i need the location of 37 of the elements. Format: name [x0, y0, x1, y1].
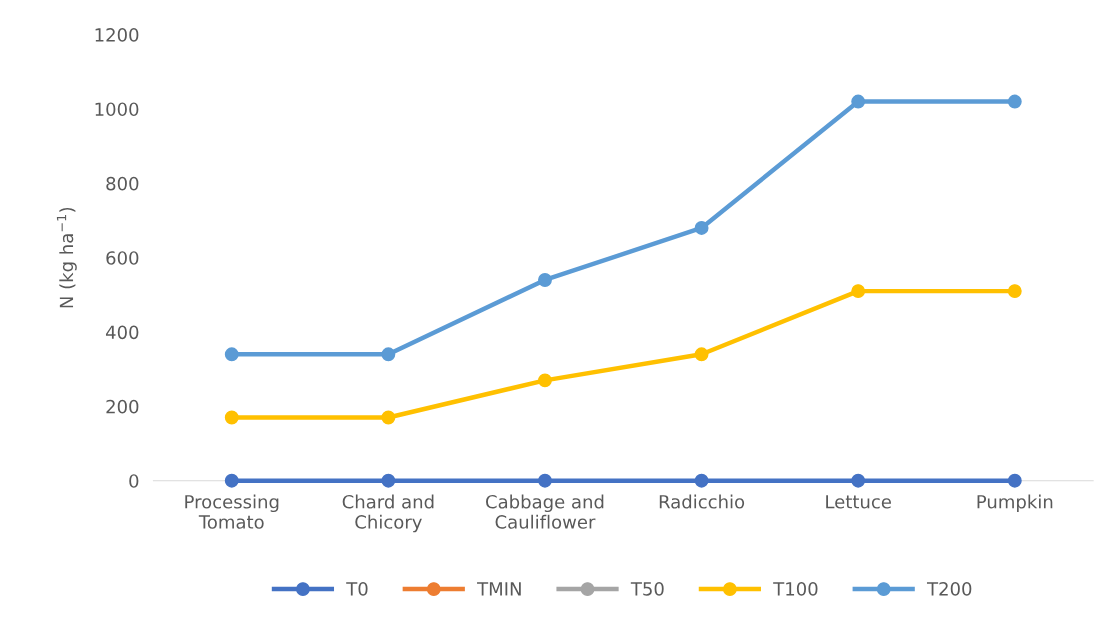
point: [224, 347, 239, 362]
legend-label: TMIN: [477, 582, 521, 596]
x-tick-label: Cabbage and Cauliflower: [486, 494, 604, 529]
legend-label: T50: [630, 582, 664, 596]
point: [694, 220, 709, 235]
y-tick-label: 600: [106, 251, 139, 265]
y-tick-label: 400: [105, 325, 139, 340]
point: [381, 347, 396, 362]
y-axis-title: N (kg ha$^{−1}$): [56, 207, 77, 308]
x-tick-label: Chard and Chicory: [342, 494, 434, 533]
point: [1007, 473, 1022, 488]
x-tick-label: Processing Tomato: [185, 494, 279, 529]
x-tick-label: Pumpkin: [977, 494, 1053, 513]
y-tick-label: 1000: [95, 102, 139, 117]
point: [538, 373, 552, 388]
y-tick-label: 200: [106, 399, 139, 414]
y-tick-label: 800: [106, 176, 139, 191]
legend-label: T100: [773, 582, 818, 596]
x-tick-label: Radicchio: [659, 494, 745, 509]
legend-label: T0: [346, 582, 368, 596]
x-tick-label: Lettuce: [826, 495, 891, 509]
point: [694, 347, 709, 362]
point: [381, 473, 396, 488]
point: [851, 94, 866, 109]
y-tick-label: 1200: [95, 28, 139, 42]
point: [538, 273, 552, 287]
point: [851, 284, 866, 299]
point: [1007, 284, 1022, 299]
point: [851, 473, 866, 488]
legend-label: T200: [926, 582, 972, 596]
point: [538, 473, 552, 488]
point: [224, 410, 239, 425]
point: [694, 473, 709, 488]
y-tick-label: 0: [129, 474, 139, 488]
point: [1007, 94, 1022, 109]
point: [224, 473, 239, 488]
point: [381, 410, 396, 425]
